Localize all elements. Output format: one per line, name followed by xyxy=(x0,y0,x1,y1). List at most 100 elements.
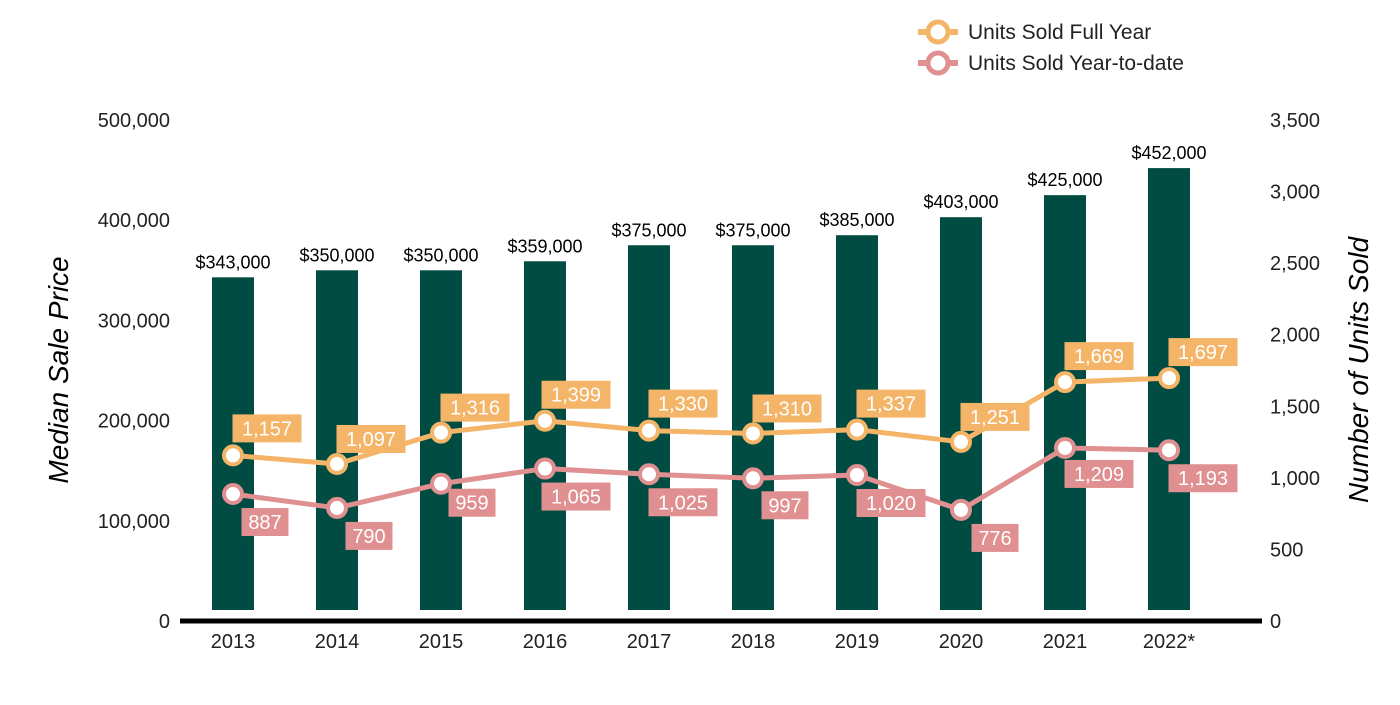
point-label: 1,316 xyxy=(450,398,500,420)
point-label-box xyxy=(752,394,822,423)
series-point xyxy=(222,444,244,467)
point-label: 776 xyxy=(978,528,1011,550)
y-tick-left: 300,000 xyxy=(98,310,170,332)
series-point xyxy=(534,457,556,480)
x-tick: 2016 xyxy=(523,631,568,653)
series-point xyxy=(742,467,764,490)
point-label: 1,193 xyxy=(1178,468,1228,490)
series-point xyxy=(1054,436,1076,459)
point-label: 1,065 xyxy=(551,487,601,509)
point-label-box xyxy=(1168,464,1238,493)
line-points xyxy=(222,367,1180,521)
point-label: 1,251 xyxy=(970,407,1020,429)
y-tick-right: 500 xyxy=(1270,539,1303,561)
y-tick-left: 400,000 xyxy=(98,210,170,232)
series-point xyxy=(742,422,764,445)
bar-label: $385,000 xyxy=(819,210,894,230)
line-point-labels: 1,157 1,097 1,316 1,399 1,330 1,310 1,337 1,251… xyxy=(232,338,1238,552)
bar-label: $425,000 xyxy=(1027,170,1102,190)
bar xyxy=(524,261,566,610)
series-point xyxy=(846,463,868,486)
bar xyxy=(1044,195,1086,610)
point-label-box xyxy=(232,414,302,443)
legend-item-full-year: Units Sold Full Year xyxy=(918,19,1151,45)
x-tick: 2018 xyxy=(731,631,776,653)
legend-marker-full-year xyxy=(925,19,951,45)
point-label-box xyxy=(241,508,289,537)
bar-label: $375,000 xyxy=(715,220,790,240)
y-tick-left: 500,000 xyxy=(98,110,170,132)
y-tick-right: 2,500 xyxy=(1270,253,1320,275)
x-tick: 2022* xyxy=(1143,631,1195,653)
point-label-box xyxy=(1064,342,1134,371)
point-label-box xyxy=(856,389,926,418)
point-label-box xyxy=(1168,338,1238,367)
point-label-box xyxy=(345,521,393,550)
series-point xyxy=(846,418,868,441)
y-tick-right: 3,000 xyxy=(1270,182,1320,204)
series-point xyxy=(638,419,660,442)
series-line xyxy=(232,445,1170,513)
point-label-box xyxy=(541,482,611,511)
bar-label: $359,000 xyxy=(507,236,582,256)
point-label: 1,697 xyxy=(1178,342,1228,364)
legend-item-ytd: Units Sold Year-to-date xyxy=(918,50,1184,76)
point-label: 1,157 xyxy=(242,418,292,440)
bar xyxy=(212,277,254,610)
point-label: 1,097 xyxy=(346,429,396,451)
point-label: 790 xyxy=(352,526,385,548)
y-axis-left-ticks: 0 100,000 200,000 300,000 400,000 500,000 xyxy=(98,110,170,633)
point-label-box xyxy=(648,389,718,418)
legend-marker-ytd xyxy=(925,50,951,76)
bar-label: $350,000 xyxy=(403,245,478,265)
point-label-box xyxy=(761,491,809,520)
point-label: 887 xyxy=(248,512,281,534)
x-tick: 2015 xyxy=(419,631,464,653)
series-point xyxy=(950,498,972,521)
point-label-box xyxy=(541,380,611,409)
series-point xyxy=(430,472,452,495)
point-label-box xyxy=(856,488,926,517)
x-tick: 2019 xyxy=(835,631,880,653)
point-label-box xyxy=(448,488,496,517)
point-label-box xyxy=(1064,459,1134,488)
point-label-box xyxy=(971,523,1019,552)
y-tick-right: 1,500 xyxy=(1270,396,1320,418)
y-tick-right: 2,000 xyxy=(1270,325,1320,347)
point-label: 1,399 xyxy=(551,385,601,407)
legend-label-full-year: Units Sold Full Year xyxy=(968,21,1151,44)
y-tick-right: 0 xyxy=(1270,611,1281,633)
x-tick: 2020 xyxy=(939,631,984,653)
series-point xyxy=(1054,371,1076,394)
y-axis-title-right: Number of Units Sold xyxy=(1343,236,1374,504)
bar-label: $375,000 xyxy=(611,220,686,240)
legend-label-ytd: Units Sold Year-to-date xyxy=(968,52,1184,75)
bar-label: $343,000 xyxy=(195,252,270,272)
point-label-box xyxy=(960,402,1030,431)
y-axis-right-ticks: 0 500 1,000 1,500 2,000 2,500 3,000 3,500 xyxy=(1270,110,1320,633)
point-label-box xyxy=(648,488,718,517)
y-tick-left: 200,000 xyxy=(98,411,170,433)
series-point xyxy=(534,409,556,432)
bar-labels: $343,000 $350,000 $350,000 $359,000 $375,000… xyxy=(195,143,1206,272)
y-axis-title-left: Median Sale Price xyxy=(43,256,74,483)
x-tick: 2014 xyxy=(315,631,360,653)
point-label: 1,310 xyxy=(762,398,812,420)
bar-label: $350,000 xyxy=(299,245,374,265)
y-tick-left: 0 xyxy=(159,611,170,633)
y-tick-left: 100,000 xyxy=(98,511,170,533)
series-point xyxy=(1158,439,1180,462)
point-label: 1,337 xyxy=(866,394,916,416)
series-point xyxy=(950,430,972,453)
x-tick: 2013 xyxy=(211,631,256,653)
y-tick-right: 3,500 xyxy=(1270,110,1320,132)
series-point xyxy=(638,463,660,486)
point-label-box xyxy=(440,393,510,422)
point-label: 959 xyxy=(455,493,488,515)
point-label: 1,330 xyxy=(658,394,708,416)
point-label: 997 xyxy=(768,495,801,517)
series-point xyxy=(222,483,244,506)
point-label: 1,025 xyxy=(658,492,708,514)
x-axis-ticks: 2013 2014 2015 2016 2017 2018 2019 2020 2021 2022… xyxy=(211,631,1196,653)
